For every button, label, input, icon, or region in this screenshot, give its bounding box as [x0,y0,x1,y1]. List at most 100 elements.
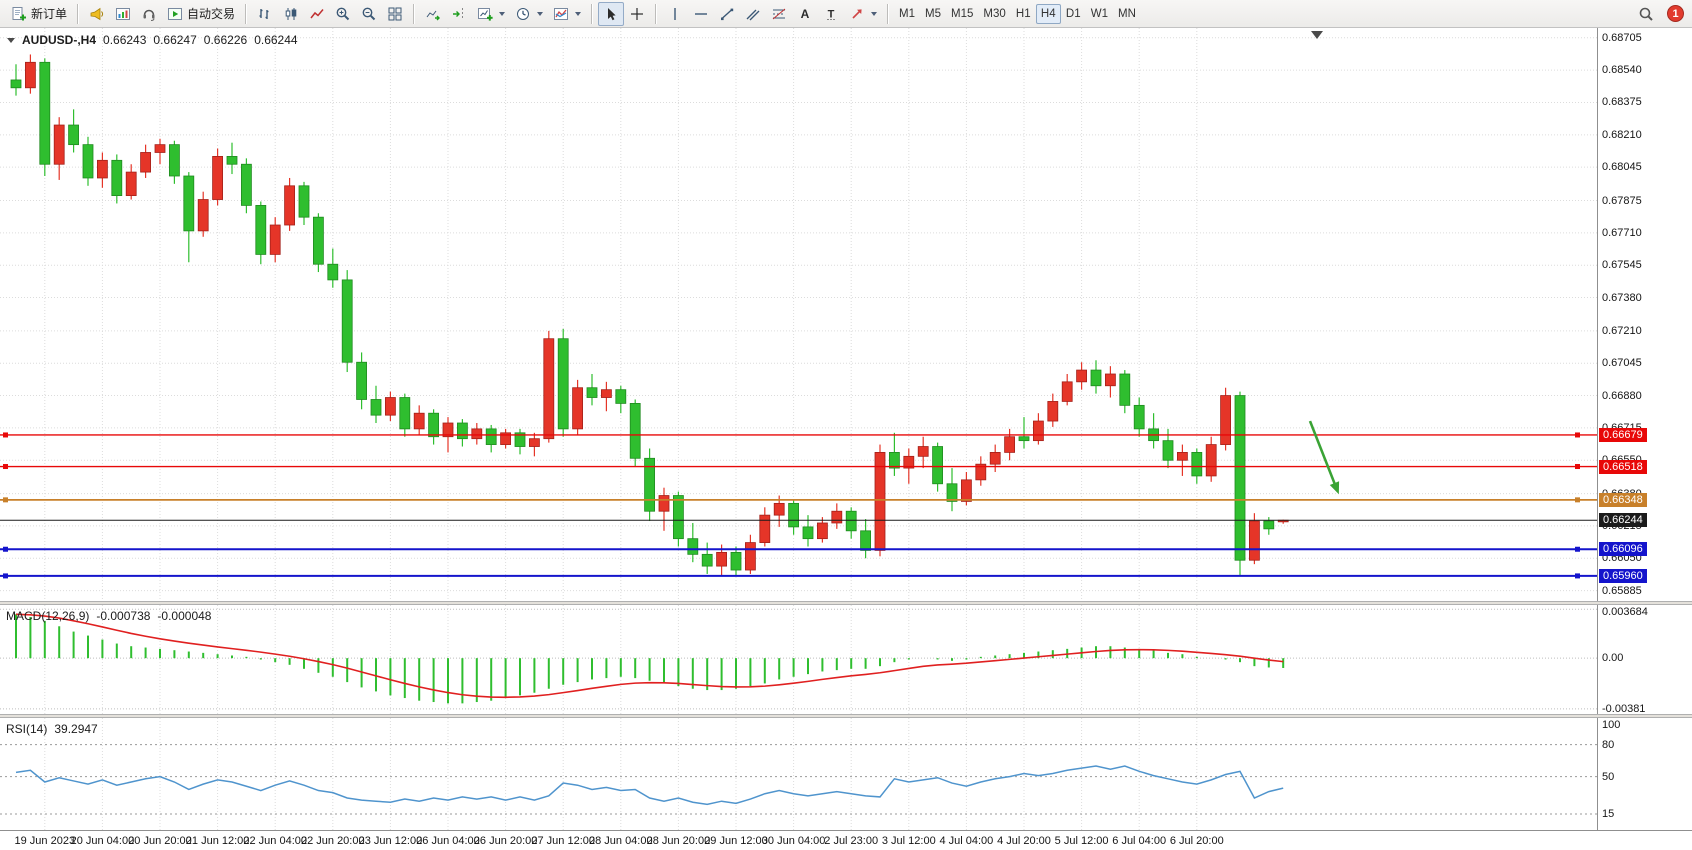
price-chart-canvas[interactable] [0,28,1597,601]
macd-axis-label: 0.00 [1602,652,1624,665]
symbol-title: AUDUSD-,H4 [22,33,97,47]
candlestick-chart-button[interactable] [278,2,304,26]
horizontal-line-0.66348 [0,497,1597,503]
rsi-axis-label: 50 [1602,770,1615,783]
collapse-icon[interactable] [7,37,15,43]
periods-icon [517,7,530,20]
macd-axis-label: -0.00381 [1602,702,1646,715]
price-level-badge: 0.66518 [1599,459,1647,474]
chart-shift-button[interactable] [446,2,472,26]
time-axis[interactable]: 19 Jun 2023 20 Jun 04:00 20 Jun 20:00 21 Ju… [0,830,1692,850]
zoom-in-button[interactable] [330,2,356,26]
time-axis-label: 5 Jul 12:00 [1054,835,1109,847]
time-axis-label: 22 Jun 20:00 [300,835,365,847]
timeframe-h4[interactable]: H4 [1035,3,1061,24]
toolbar-separator [413,3,416,24]
toolbar-right-group: 1 [1633,2,1686,26]
time-axis-label: 29 Jun 12:00 [704,835,768,847]
timeframe-m5[interactable]: M5 [925,7,941,20]
price-level-badge: 0.66096 [1599,542,1647,557]
macd-value-signal: -0.000048 [157,609,212,623]
timeframe-h1[interactable]: H1 [1015,7,1031,20]
announcement-button[interactable] [84,2,110,26]
price-axis-label: 0.67710 [1602,226,1642,239]
horizontal-line-button[interactable] [688,2,714,26]
vertical-line-icon [674,7,676,20]
timeframe-d1[interactable]: D1 [1065,7,1081,20]
timeframe-w1[interactable]: W1 [1090,7,1108,20]
new-chart-button[interactable] [472,2,510,26]
tile-windows-button[interactable] [382,2,408,26]
text-label-button[interactable]: T [818,2,844,26]
macd-value-main: -0.000738 [96,609,151,623]
trendline-button[interactable] [714,2,740,26]
timeframe-mn[interactable]: MN [1118,7,1136,20]
bar-chart-button[interactable] [252,2,278,26]
zoom-out-button[interactable] [356,2,382,26]
auto-scroll-icon [426,10,441,20]
line-chart-icon [310,8,324,18]
chevron-down-icon [575,11,582,16]
toolbar-separator [655,3,658,24]
horizontal-line-icon [695,12,708,15]
text-button[interactable]: A [792,2,818,26]
price-axis-label: 0.65885 [1602,584,1642,597]
fibonacci-button[interactable] [766,2,792,26]
time-axis-label: 21 Jun 12:00 [185,835,250,847]
indicators-button[interactable] [548,2,586,26]
cursor-button[interactable] [598,1,625,26]
fibonacci-icon [772,8,786,19]
rsi-axis-label: 80 [1602,738,1615,751]
macd-canvas[interactable] [0,605,1597,714]
rsi-panel[interactable] [0,718,1597,830]
price-axis[interactable]: 0.68705 0.68540 0.68375 0.68210 0.68045 0.678… [1597,28,1692,850]
channel-button[interactable] [740,2,766,26]
chart-profile-icon [116,7,131,20]
bid-price-badge: 0.66244 [1599,513,1647,528]
time-axis-label: 26 Jun 04:00 [416,835,480,847]
price-axis-label: 0.68375 [1602,96,1642,109]
auto-scroll-button[interactable] [420,2,446,26]
headset-button[interactable] [136,2,162,26]
toolbar-separator [245,3,248,24]
price-level-badge: 0.66679 [1599,427,1647,442]
line-chart-button[interactable] [304,2,330,26]
vertical-line-button[interactable] [662,2,688,26]
chart-shift-icon [453,7,464,20]
ohlc-low: 0.66226 [203,33,248,47]
ohlc-close: 0.66244 [254,33,298,47]
new-order-button[interactable]: 新订单 [6,2,72,26]
macd-histogram [15,614,1285,704]
crosshair-button[interactable] [624,2,650,26]
rsi-canvas[interactable] [0,718,1597,830]
panel-divider[interactable] [0,714,1692,718]
tile-windows-icon [388,7,402,20]
price-chart-panel[interactable] [0,28,1597,601]
horizontal-line-0.66679 [0,432,1597,438]
timeframe-m30[interactable]: M30 [983,7,1006,20]
notification-badge[interactable]: 1 [1667,5,1684,22]
time-axis-label: 22 Jun 04:00 [243,835,307,847]
autotrading-button[interactable]: 自动交易 [162,2,240,26]
panel-divider[interactable] [0,601,1692,605]
time-axis-label: 4 Jul 04:00 [939,835,994,847]
timeframe-m1[interactable]: M1 [899,7,916,20]
time-axis-label: 20 Jun 04:00 [70,835,135,847]
arrows-button[interactable] [844,2,882,26]
chevron-down-icon [537,11,544,16]
search-button[interactable] [1633,2,1659,26]
chart-profile-button[interactable] [110,2,136,26]
new-chart-icon [478,7,493,21]
time-axis-label: 6 Jul 20:00 [1169,835,1224,847]
periods-button[interactable] [510,2,548,26]
macd-panel[interactable] [0,605,1597,714]
toolbar: 新订单 自动交易 [0,0,1692,28]
timeframe-m15[interactable]: M15 [951,7,974,20]
macd-title: MACD(12,26,9) [6,609,90,623]
time-axis-label: 30 Jun 04:00 [761,835,826,847]
chevron-down-icon [499,11,506,16]
search-icon [1639,7,1653,21]
new-order-label: 新订单 [31,7,68,21]
toolbar-separator [77,3,80,24]
horizontal-line-0.65960 [0,573,1597,579]
